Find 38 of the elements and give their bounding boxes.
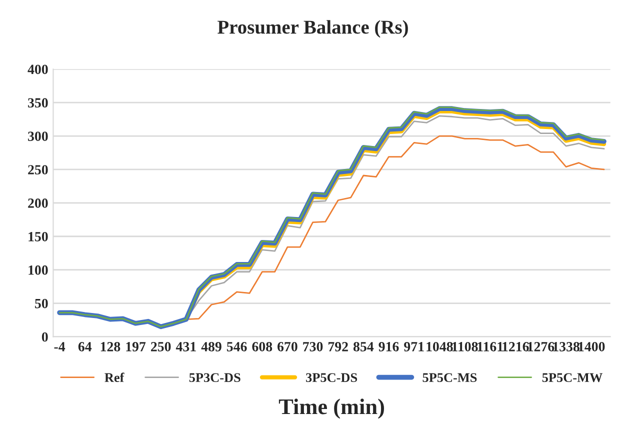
y-tick-label: 200 — [28, 198, 48, 208]
x-tick-label: 250 — [151, 342, 171, 352]
x-tick-label: 1048 — [426, 342, 453, 352]
y-tick-label: 400 — [28, 64, 48, 74]
y-tick-label: 150 — [28, 232, 48, 242]
y-tick-label: 350 — [28, 98, 48, 108]
x-tick-label: 197 — [126, 342, 146, 352]
x-tick-label: 431 — [176, 342, 196, 352]
legend-label: 3P5C-DS — [306, 373, 358, 382]
x-tick-label: 1400 — [578, 342, 605, 352]
chart-title: Prosumer Balance (Rs) — [218, 20, 408, 38]
x-tick-label: 64 — [78, 342, 92, 352]
x-tick-label: 1161 — [478, 342, 503, 352]
x-tick-label: 546 — [226, 342, 247, 352]
y-tick-label: 0 — [42, 332, 48, 342]
x-tick-label: 1216 — [502, 342, 529, 352]
x-tick-label: 670 — [278, 342, 298, 352]
y-tick-label: 250 — [28, 165, 48, 174]
x-tick-label: 1338 — [553, 342, 580, 352]
x-axis-title: Time (min) — [278, 398, 384, 419]
x-tick-label: 854 — [353, 342, 374, 352]
x-tick-label: 916 — [378, 342, 399, 352]
y-tick-label: 50 — [35, 298, 48, 308]
x-tick-label: 792 — [328, 342, 348, 352]
y-tick-label: 300 — [28, 132, 48, 141]
legend-label: 5P5C-MS — [422, 373, 477, 382]
x-tick-label: 971 — [404, 342, 424, 352]
legend-label: 5P3C-DS — [189, 373, 240, 382]
x-tick-label: 128 — [100, 342, 120, 352]
legend-label: 5P5C-MW — [542, 373, 602, 382]
x-tick-label: 608 — [252, 342, 272, 352]
y-tick-label: 100 — [28, 265, 48, 275]
x-tick-label: 1276 — [528, 342, 554, 352]
legend-label: Ref — [104, 372, 124, 382]
x-tick-label: 730 — [303, 342, 323, 352]
x-tick-label: 489 — [201, 342, 222, 352]
x-tick-label: -4 — [54, 342, 66, 352]
x-tick-label: 1108 — [452, 342, 478, 352]
